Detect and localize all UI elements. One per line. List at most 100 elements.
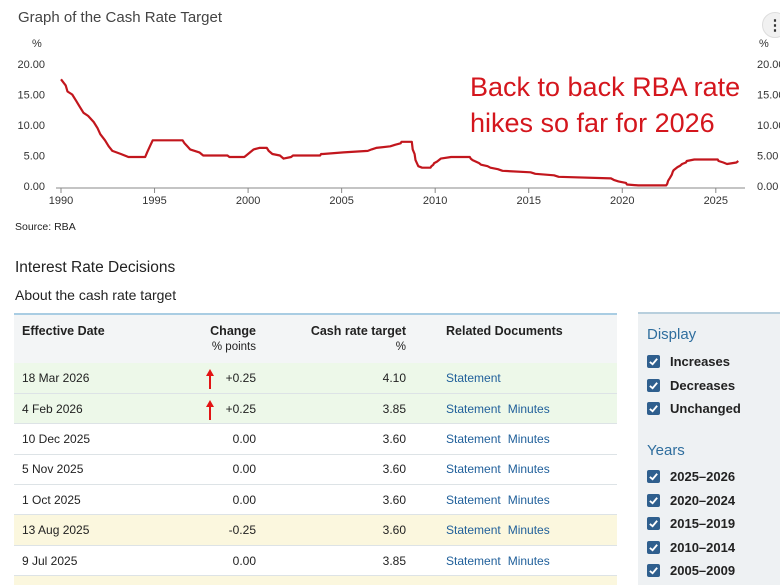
effective-date-cell: 4 Feb 2026 (14, 393, 174, 425)
y-tick-label-right: 5.00 (757, 151, 778, 163)
section-title: Interest Rate Decisions (15, 259, 176, 276)
header-related-documents: Related Documents (446, 324, 563, 338)
checkbox-checked-icon[interactable] (647, 355, 660, 368)
x-tick-label: 2010 (423, 195, 447, 207)
table-row: 18 Mar 2026 +0.25 4.10 Statement (14, 363, 617, 394)
change-value: -0.25 (228, 523, 256, 538)
y-tick-label: 15.00 (17, 90, 45, 102)
statement-link[interactable]: Statement (446, 492, 501, 507)
y-tick-label-right: 15.00 (757, 90, 780, 102)
minutes-link[interactable]: Minutes (507, 431, 550, 446)
minutes-link[interactable]: Minutes (507, 401, 550, 416)
chart-annotation: Back to back RBA rate hikes so far for 20… (470, 72, 740, 138)
effective-date-cell: 13 Aug 2025 (14, 514, 174, 546)
cash-rate-chart: %% 20.00 20.00 15.00 15.00 10.00 10.00 5.00 5.00… (17, 38, 780, 207)
change-value: 0.00 (232, 462, 256, 477)
change-cell: -0.25 (174, 514, 264, 546)
x-tick-label: 2005 (329, 195, 353, 207)
documents-cell (414, 575, 617, 585)
checkbox-checked-icon[interactable] (647, 378, 660, 392)
effective-date-cell (14, 575, 174, 585)
effective-date-cell: 10 Dec 2025 (14, 423, 174, 455)
minutes-link[interactable]: Minutes (507, 462, 550, 477)
cash-rate-cell: 3.60 (264, 454, 414, 486)
cash-rate-cell (264, 575, 414, 585)
change-cell (174, 575, 264, 585)
checkbox-checked-icon[interactable] (647, 540, 660, 554)
header-change: Change% points (174, 314, 264, 363)
x-tick-label: 2000 (236, 195, 260, 207)
y-axis-unit-left: % (32, 38, 42, 50)
filter-option[interactable]: Decreases (647, 378, 735, 393)
filter-option[interactable]: 2025–2026 (647, 469, 735, 484)
change-cell: 0.00 (174, 423, 264, 455)
checkbox-checked-icon[interactable] (647, 493, 660, 507)
table-row: 9 Jul 2025 0.00 3.85 Statement Minutes (14, 545, 617, 577)
section-subtitle: About the cash rate target (15, 287, 177, 303)
effective-date-cell: 5 Nov 2025 (14, 454, 174, 486)
header-change-unit: % points (211, 341, 256, 353)
table-row: 4 Feb 2026 +0.25 3.85 Statement Minutes (14, 393, 617, 425)
y-tick-label: 5.00 (24, 151, 45, 163)
filter-option[interactable]: 2015–2019 (647, 516, 735, 531)
statement-link[interactable]: Statement (446, 401, 501, 416)
x-tick-label: 2020 (610, 195, 634, 207)
filter-option-label: 2025–2026 (670, 469, 736, 484)
table-row: 13 Aug 2025 -0.25 3.60 Statement Minutes (14, 514, 617, 546)
y-tick-label: 20.00 (17, 59, 45, 71)
minutes-link[interactable]: Minutes (507, 523, 550, 538)
filter-option[interactable]: 2010–2014 (647, 540, 735, 555)
y-tick-label: 0.00 (24, 181, 45, 193)
cash-rate-cell: 3.85 (264, 393, 414, 425)
red-up-arrow-icon (206, 369, 214, 389)
checkbox-checked-icon[interactable] (647, 402, 660, 415)
more-vertical-icon[interactable]: ⋮ (762, 12, 780, 38)
table-body: 18 Mar 2026 +0.25 4.10 Statement 4 Feb 2026 +… (14, 363, 617, 585)
statement-link[interactable]: Statement (446, 462, 501, 477)
table-header-row: Effective Date Change% points Cash rate … (14, 314, 617, 363)
y-tick-label: 10.00 (17, 120, 45, 132)
effective-date-cell: 1 Oct 2025 (14, 484, 174, 516)
cash-rate-cell: 3.60 (264, 514, 414, 546)
statement-link[interactable]: Statement (446, 553, 501, 568)
filter-option-label: Increases (670, 354, 730, 369)
y-axis-unit-right: % (759, 38, 769, 50)
filter-panel: Display Increases Decreases Unchanged Year… (638, 312, 780, 585)
minutes-link[interactable]: Minutes (507, 492, 550, 507)
effective-date-cell: 18 Mar 2026 (14, 363, 174, 394)
display-heading: Display (647, 326, 697, 343)
checkbox-checked-icon[interactable] (647, 517, 660, 530)
filter-option[interactable]: Unchanged (647, 401, 741, 416)
change-value: +0.25 (225, 370, 256, 385)
filter-option[interactable]: Increases (647, 354, 730, 369)
change-cell: 0.00 (174, 545, 264, 577)
change-value: 0.00 (232, 492, 256, 507)
change-cell: +0.25 (174, 363, 264, 394)
change-value: 0.00 (232, 553, 256, 568)
change-cell: 0.00 (174, 454, 264, 486)
statement-link[interactable]: Statement (446, 431, 501, 446)
filter-option-label: 2015–2019 (670, 516, 736, 531)
statement-link[interactable]: Statement (446, 370, 501, 385)
y-tick-label-right: 20.00 (757, 59, 780, 71)
documents-cell: Statement Minutes (414, 423, 617, 455)
checkbox-checked-icon[interactable] (647, 470, 660, 483)
cash-rate-series-line (60, 78, 739, 187)
documents-cell: Statement Minutes (414, 484, 617, 516)
statement-link[interactable]: Statement (446, 523, 501, 538)
checkbox-checked-icon[interactable] (647, 564, 660, 577)
chart-title: Graph of the Cash Rate Target (18, 9, 223, 26)
minutes-link[interactable]: Minutes (507, 553, 550, 568)
rate-decisions-table: Effective Date Change% points Cash rate … (14, 313, 617, 585)
filter-option-label: 2005–2009 (670, 563, 736, 578)
filter-option-label: Unchanged (670, 401, 741, 416)
change-cell: +0.25 (174, 393, 264, 425)
header-effective-date: Effective Date (22, 324, 105, 338)
change-value: 0.00 (232, 431, 256, 446)
documents-cell: Statement Minutes (414, 454, 617, 486)
change-value: +0.25 (225, 401, 256, 416)
cash-rate-cell: 3.60 (264, 484, 414, 516)
filter-option[interactable]: 2020–2024 (647, 493, 735, 508)
years-heading: Years (647, 442, 685, 459)
filter-option[interactable]: 2005–2009 (647, 563, 735, 578)
